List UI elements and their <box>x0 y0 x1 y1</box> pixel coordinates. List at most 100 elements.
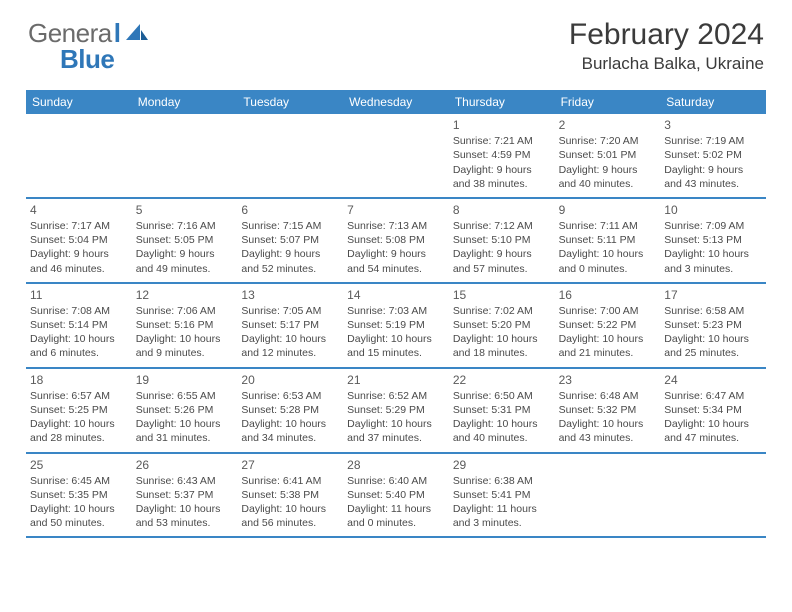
day-info-line: Sunset: 5:05 PM <box>136 233 234 247</box>
day-info-line: Sunset: 5:26 PM <box>136 403 234 417</box>
day-info-line: and 25 minutes. <box>664 346 762 360</box>
day-cell: 8Sunrise: 7:12 AMSunset: 5:10 PMDaylight… <box>449 199 555 282</box>
day-info-line: Sunrise: 7:17 AM <box>30 219 128 233</box>
day-info-line: and 52 minutes. <box>241 262 339 276</box>
day-number: 19 <box>136 372 234 388</box>
day-info-line: Sunrise: 6:55 AM <box>136 389 234 403</box>
day-info-line: Daylight: 10 hours <box>30 417 128 431</box>
day-number: 25 <box>30 457 128 473</box>
day-cell: 12Sunrise: 7:06 AMSunset: 5:16 PMDayligh… <box>132 284 238 367</box>
day-cell: 5Sunrise: 7:16 AMSunset: 5:05 PMDaylight… <box>132 199 238 282</box>
day-info-line: and 34 minutes. <box>241 431 339 445</box>
logo: General Blue <box>28 18 150 49</box>
day-header-thursday: Thursday <box>449 90 555 114</box>
day-info-line: Daylight: 10 hours <box>559 332 657 346</box>
day-header-saturday: Saturday <box>660 90 766 114</box>
day-cell: 1Sunrise: 7:21 AMSunset: 4:59 PMDaylight… <box>449 114 555 197</box>
day-info-line: and 43 minutes. <box>559 431 657 445</box>
day-cell <box>555 454 661 537</box>
day-info-line: Daylight: 9 hours <box>559 163 657 177</box>
day-info-line: and 9 minutes. <box>136 346 234 360</box>
day-info-line: Daylight: 9 hours <box>136 247 234 261</box>
day-info-line: and 3 minutes. <box>664 262 762 276</box>
day-info-line: and 43 minutes. <box>664 177 762 191</box>
day-cell: 7Sunrise: 7:13 AMSunset: 5:08 PMDaylight… <box>343 199 449 282</box>
week-row: 4Sunrise: 7:17 AMSunset: 5:04 PMDaylight… <box>26 199 766 284</box>
day-number: 2 <box>559 117 657 133</box>
day-info-line: Sunrise: 7:11 AM <box>559 219 657 233</box>
day-info-line: Sunset: 5:14 PM <box>30 318 128 332</box>
day-number: 9 <box>559 202 657 218</box>
logo-sail-icon <box>126 24 148 47</box>
page-title: February 2024 <box>569 18 764 52</box>
day-info-line: Sunrise: 6:47 AM <box>664 389 762 403</box>
day-cell: 29Sunrise: 6:38 AMSunset: 5:41 PMDayligh… <box>449 454 555 537</box>
day-info-line: and 15 minutes. <box>347 346 445 360</box>
day-info-line: Sunrise: 7:08 AM <box>30 304 128 318</box>
day-info-line: Daylight: 9 hours <box>347 247 445 261</box>
day-info-line: Sunrise: 7:09 AM <box>664 219 762 233</box>
day-info-line: Sunrise: 7:19 AM <box>664 134 762 148</box>
day-info-line: Sunset: 5:13 PM <box>664 233 762 247</box>
day-number: 29 <box>453 457 551 473</box>
day-info-line: and 40 minutes. <box>453 431 551 445</box>
day-info-line: Daylight: 10 hours <box>136 332 234 346</box>
day-cell: 16Sunrise: 7:00 AMSunset: 5:22 PMDayligh… <box>555 284 661 367</box>
day-number: 17 <box>664 287 762 303</box>
day-number: 24 <box>664 372 762 388</box>
day-info-line: Daylight: 11 hours <box>347 502 445 516</box>
day-info-line: Daylight: 10 hours <box>30 332 128 346</box>
day-info-line: Sunrise: 6:58 AM <box>664 304 762 318</box>
day-info-line: Sunset: 5:22 PM <box>559 318 657 332</box>
day-info-line: Sunrise: 6:41 AM <box>241 474 339 488</box>
day-info-line: Sunset: 5:01 PM <box>559 148 657 162</box>
day-header-tuesday: Tuesday <box>237 90 343 114</box>
day-info-line: Sunrise: 7:15 AM <box>241 219 339 233</box>
day-info-line: Sunrise: 7:20 AM <box>559 134 657 148</box>
day-cell <box>660 454 766 537</box>
day-cell: 19Sunrise: 6:55 AMSunset: 5:26 PMDayligh… <box>132 369 238 452</box>
day-cell: 14Sunrise: 7:03 AMSunset: 5:19 PMDayligh… <box>343 284 449 367</box>
day-info-line: Sunrise: 6:43 AM <box>136 474 234 488</box>
day-info-line: Sunrise: 6:57 AM <box>30 389 128 403</box>
day-info-line: Sunset: 5:08 PM <box>347 233 445 247</box>
day-number: 20 <box>241 372 339 388</box>
day-cell: 15Sunrise: 7:02 AMSunset: 5:20 PMDayligh… <box>449 284 555 367</box>
day-info-line: Daylight: 10 hours <box>136 502 234 516</box>
day-cell: 25Sunrise: 6:45 AMSunset: 5:35 PMDayligh… <box>26 454 132 537</box>
day-info-line: Daylight: 9 hours <box>664 163 762 177</box>
day-info-line: and 38 minutes. <box>453 177 551 191</box>
day-number: 27 <box>241 457 339 473</box>
day-info-line: Daylight: 9 hours <box>30 247 128 261</box>
day-info-line: Sunrise: 7:02 AM <box>453 304 551 318</box>
day-number: 21 <box>347 372 445 388</box>
day-cell: 13Sunrise: 7:05 AMSunset: 5:17 PMDayligh… <box>237 284 343 367</box>
day-info-line: Sunrise: 6:38 AM <box>453 474 551 488</box>
day-number: 13 <box>241 287 339 303</box>
day-info-line: Sunset: 4:59 PM <box>453 148 551 162</box>
day-info-line: and 0 minutes. <box>347 516 445 530</box>
day-info-line: and 31 minutes. <box>136 431 234 445</box>
day-info-line: Sunrise: 7:00 AM <box>559 304 657 318</box>
day-info-line: Sunset: 5:34 PM <box>664 403 762 417</box>
day-info-line: Sunset: 5:23 PM <box>664 318 762 332</box>
day-info-line: Daylight: 9 hours <box>453 163 551 177</box>
logo-text-blue: Blue <box>60 44 114 75</box>
day-info-line: Sunset: 5:11 PM <box>559 233 657 247</box>
day-info-line: Daylight: 10 hours <box>453 417 551 431</box>
day-info-line: Daylight: 9 hours <box>241 247 339 261</box>
day-cell: 28Sunrise: 6:40 AMSunset: 5:40 PMDayligh… <box>343 454 449 537</box>
day-cell: 10Sunrise: 7:09 AMSunset: 5:13 PMDayligh… <box>660 199 766 282</box>
day-info-line: Sunset: 5:25 PM <box>30 403 128 417</box>
week-row: 25Sunrise: 6:45 AMSunset: 5:35 PMDayligh… <box>26 454 766 539</box>
day-info-line: Sunrise: 7:06 AM <box>136 304 234 318</box>
day-info-line: Sunrise: 6:53 AM <box>241 389 339 403</box>
day-info-line: Sunset: 5:32 PM <box>559 403 657 417</box>
day-info-line: Sunset: 5:20 PM <box>453 318 551 332</box>
day-info-line: and 53 minutes. <box>136 516 234 530</box>
day-info-line: Sunset: 5:28 PM <box>241 403 339 417</box>
day-info-line: Sunset: 5:38 PM <box>241 488 339 502</box>
day-info-line: and 6 minutes. <box>30 346 128 360</box>
week-row: 1Sunrise: 7:21 AMSunset: 4:59 PMDaylight… <box>26 114 766 199</box>
day-info-line: Sunset: 5:17 PM <box>241 318 339 332</box>
